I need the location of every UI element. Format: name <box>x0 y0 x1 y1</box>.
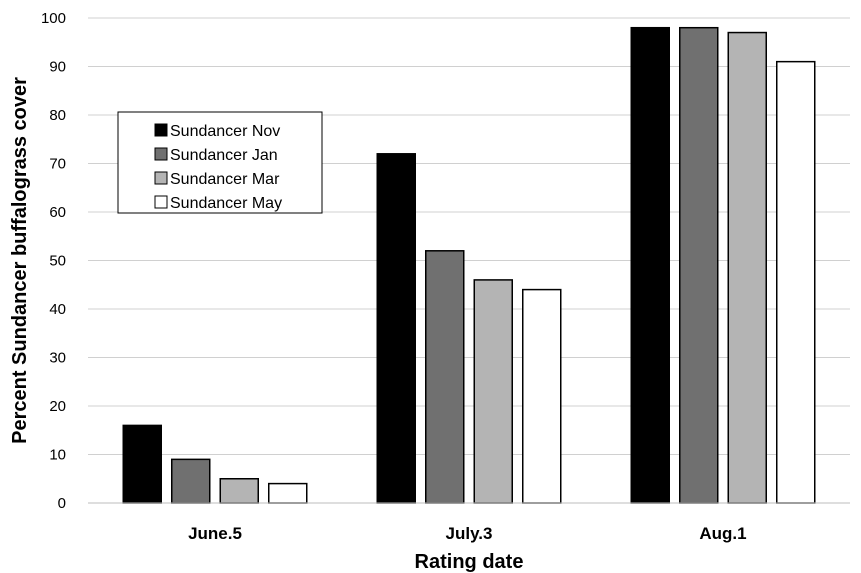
y-tick-label: 100 <box>41 10 66 27</box>
y-tick-label: 30 <box>49 350 66 367</box>
bar <box>727 31 767 504</box>
y-tick-label: 50 <box>49 253 66 270</box>
legend-swatch <box>154 123 168 137</box>
legend-box <box>117 111 323 214</box>
legend-label: Sundancer Jan <box>170 147 278 164</box>
y-tick-label: 0 <box>58 495 66 512</box>
bar <box>219 478 259 504</box>
legend-swatch <box>154 147 168 161</box>
legend-swatch <box>154 195 168 209</box>
y-axis-title: Percent Sundancer buffalograss cover <box>9 77 31 444</box>
legend-label: Sundancer Mar <box>170 171 280 188</box>
y-tick-label: 10 <box>49 447 66 464</box>
x-category-label: Aug.1 <box>699 524 746 543</box>
y-tick-label: 20 <box>49 398 66 415</box>
legend-swatch <box>154 171 168 185</box>
y-tick-label: 40 <box>49 301 66 318</box>
legend: Sundancer Nov Sundancer Jan Sundancer Mar S… <box>117 111 323 214</box>
y-axis-ticks: 0 10 20 30 40 50 60 70 80 90 100 <box>41 10 66 512</box>
bar <box>473 279 513 504</box>
y-tick-label: 90 <box>49 59 66 76</box>
bar <box>425 250 465 504</box>
x-axis-categories: June.5 July.3 Aug.1 <box>188 524 747 543</box>
x-category-label: July.3 <box>446 524 493 543</box>
y-tick-label: 60 <box>49 204 66 221</box>
bar <box>630 26 670 504</box>
bar <box>522 288 562 504</box>
bar <box>268 482 308 504</box>
x-category-label: June.5 <box>188 524 242 543</box>
y-tick-label: 80 <box>49 107 66 124</box>
legend-label: Sundancer May <box>170 195 282 212</box>
bar <box>122 424 162 504</box>
x-axis-title: Rating date <box>415 551 524 573</box>
legend-label: Sundancer Nov <box>170 123 280 140</box>
legend-items: Sundancer Nov Sundancer Jan Sundancer Mar S… <box>154 123 282 212</box>
bar <box>171 458 211 504</box>
bars <box>122 26 816 504</box>
bar <box>376 153 416 504</box>
y-tick-label: 70 <box>49 156 66 173</box>
bar <box>679 26 719 504</box>
bar <box>776 60 816 504</box>
